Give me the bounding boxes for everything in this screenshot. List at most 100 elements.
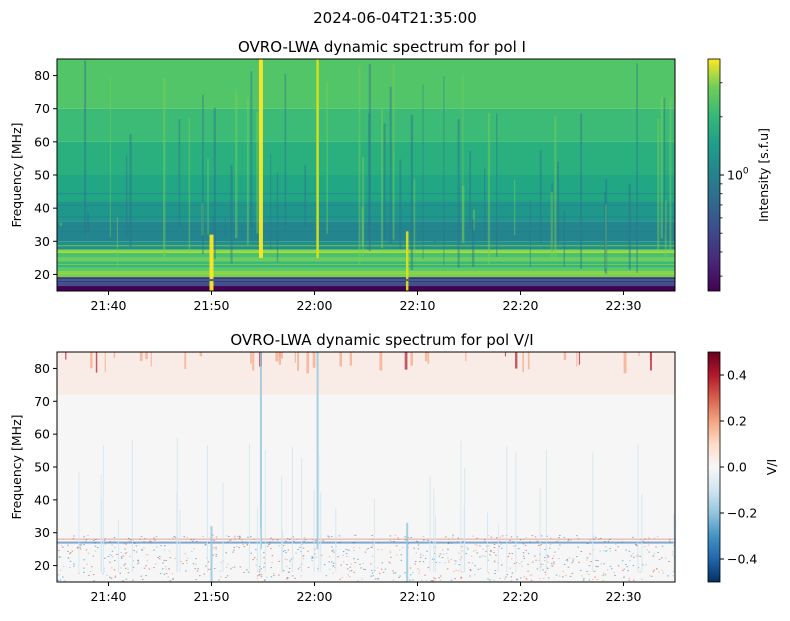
vi-speck — [522, 352, 524, 373]
stripe — [657, 118, 660, 251]
vi-noise — [564, 575, 567, 577]
vi-noise — [231, 567, 234, 569]
vi-noise — [322, 540, 325, 542]
vi-noise — [93, 539, 95, 541]
vi-noise — [162, 568, 164, 570]
y-tick-label: 50 — [34, 168, 50, 183]
vi-noise — [114, 576, 117, 578]
vi-noise — [269, 543, 271, 545]
vi-noise — [453, 560, 456, 562]
vi-noise — [67, 544, 69, 546]
vi-noise — [642, 564, 644, 566]
vi-noise — [215, 537, 218, 539]
vi-noise — [130, 540, 133, 542]
vi-speck — [278, 352, 281, 358]
vi-noise — [219, 570, 222, 572]
stripe — [551, 182, 554, 251]
vi-noise — [90, 566, 93, 568]
vi-noise — [346, 564, 348, 566]
vi-noise — [588, 565, 591, 567]
vi-noise — [272, 573, 275, 575]
vi-noise — [628, 579, 631, 581]
vi-noise — [299, 546, 301, 548]
vi-noise — [653, 537, 656, 539]
vi-noise — [145, 575, 147, 577]
vi-noise — [653, 553, 655, 555]
vi-noise — [575, 556, 578, 558]
vi-noise — [172, 578, 174, 580]
vi-noise — [555, 540, 557, 542]
vi-noise — [424, 557, 427, 559]
stripe — [109, 75, 111, 238]
vi-noise — [602, 580, 605, 582]
vi-noise — [466, 546, 468, 548]
vi-noise — [487, 545, 490, 547]
vi-noise — [531, 574, 533, 576]
vi-noise — [626, 566, 628, 568]
vi-noise — [500, 543, 502, 545]
stripe — [604, 192, 606, 273]
vi-noise — [558, 575, 561, 577]
vi-noise — [273, 574, 275, 576]
x-tick-label: 22:00 — [296, 298, 332, 313]
colorbar-tick-label: 100 — [727, 167, 749, 183]
vi-noise — [135, 545, 138, 547]
vi-noise — [524, 544, 527, 546]
vi-noise — [83, 567, 85, 569]
vi-noise — [510, 576, 513, 578]
vi-noise — [553, 561, 555, 563]
vi-noise — [597, 565, 599, 567]
vi-noise — [195, 540, 198, 542]
vi-noise — [597, 560, 599, 562]
vi-noise — [440, 576, 442, 578]
vi-noise — [415, 540, 418, 542]
vi-noise — [546, 566, 548, 568]
vi-stripe — [256, 507, 258, 573]
vi-noise — [562, 570, 564, 572]
vi-noise — [559, 544, 561, 546]
vi-noise — [559, 534, 561, 536]
pol-vi-y-axis-label: Frequency [MHz] — [9, 414, 24, 519]
vi-noise — [328, 536, 330, 538]
pol-vi-heatmap — [57, 352, 675, 582]
vi-noise — [185, 570, 187, 572]
vi-noise — [468, 562, 470, 564]
vi-noise — [236, 535, 239, 537]
vi-noise — [511, 553, 514, 555]
panel-2-title: OVRO-LWA dynamic spectrum for pol V/I — [230, 331, 533, 349]
x-tick-label: 21:40 — [90, 298, 126, 313]
vi-noise — [603, 563, 605, 565]
vi-noise — [477, 568, 480, 570]
vi-noise — [444, 562, 446, 564]
vi-noise — [132, 579, 134, 581]
vi-noise — [445, 552, 448, 554]
vi-speck — [576, 352, 578, 367]
vi-noise — [120, 567, 122, 569]
vi-speck — [294, 352, 296, 363]
vi-stripe — [248, 443, 250, 573]
vi-noise — [525, 536, 528, 538]
vi-noise — [543, 556, 546, 558]
rfi-line — [57, 263, 675, 265]
vi-noise — [361, 578, 363, 580]
x-tick-label: 22:30 — [605, 298, 641, 313]
vi-speck — [527, 352, 530, 370]
vi-noise — [489, 579, 491, 581]
vi-noise — [389, 535, 392, 537]
vi-noise — [307, 550, 309, 552]
y-tick-label: 70 — [34, 101, 50, 116]
vi-noise — [635, 544, 638, 546]
vi-noise — [579, 569, 582, 571]
colorbar-tick-label: −0.4 — [727, 552, 757, 567]
vi-noise — [461, 550, 464, 552]
vi-noise — [287, 549, 290, 551]
panel-1-title: OVRO-LWA dynamic spectrum for pol I — [238, 38, 526, 56]
vi-noise — [673, 545, 675, 547]
vi-noise — [83, 536, 85, 538]
vi-noise — [172, 578, 174, 580]
vi-noise — [563, 564, 566, 566]
vi-noise — [255, 549, 257, 551]
vi-noise — [672, 575, 674, 577]
vi-noise — [639, 555, 641, 557]
vi-noise — [392, 570, 394, 572]
